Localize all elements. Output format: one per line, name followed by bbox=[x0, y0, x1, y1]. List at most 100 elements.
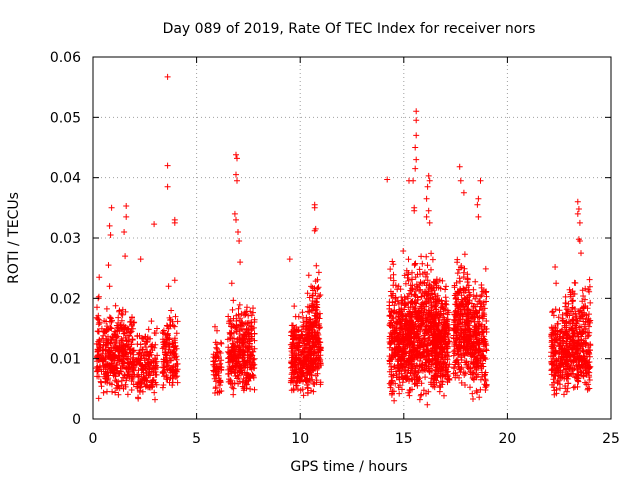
data-point-marker bbox=[295, 313, 302, 320]
data-point-marker bbox=[554, 380, 561, 387]
data-point-marker bbox=[570, 329, 577, 336]
data-point-marker bbox=[308, 326, 315, 333]
data-point-marker bbox=[306, 369, 312, 376]
data-point-marker bbox=[426, 177, 433, 184]
data-point-marker bbox=[401, 272, 408, 279]
data-point-marker bbox=[392, 298, 399, 305]
data-point-marker bbox=[96, 319, 103, 326]
data-point-marker bbox=[148, 318, 155, 325]
data-point-marker bbox=[480, 336, 487, 343]
x-tick-label: 20 bbox=[498, 431, 516, 447]
data-point-marker bbox=[468, 344, 475, 351]
data-point-marker bbox=[174, 318, 181, 325]
data-point-marker bbox=[110, 345, 117, 352]
data-point-marker bbox=[311, 204, 318, 211]
data-point-marker bbox=[470, 376, 477, 383]
data-point-marker bbox=[415, 316, 422, 323]
data-point-marker bbox=[391, 345, 398, 352]
data-point-marker bbox=[473, 387, 480, 394]
data-point-marker bbox=[121, 229, 128, 235]
data-point-marker bbox=[397, 322, 404, 328]
data-point-marker bbox=[586, 377, 593, 383]
data-point-marker bbox=[166, 344, 173, 351]
data-point-marker bbox=[481, 311, 488, 318]
data-point-marker bbox=[290, 332, 297, 339]
data-point-marker bbox=[163, 357, 170, 364]
data-point-marker bbox=[468, 353, 475, 360]
data-point-marker bbox=[226, 318, 233, 325]
data-point-marker bbox=[563, 311, 570, 318]
data-point-marker bbox=[435, 337, 442, 344]
data-point-marker bbox=[162, 331, 169, 338]
data-point-marker bbox=[389, 390, 395, 397]
y-axis-label: ROTI / TECUs bbox=[6, 192, 22, 284]
data-point-marker bbox=[295, 335, 302, 341]
data-point-marker bbox=[162, 349, 169, 356]
data-point-marker bbox=[397, 361, 404, 368]
data-point-marker bbox=[412, 309, 419, 316]
data-point-marker bbox=[154, 325, 160, 332]
data-point-marker bbox=[574, 377, 581, 384]
data-point-marker bbox=[391, 338, 397, 345]
data-point-marker bbox=[433, 321, 440, 328]
data-point-marker bbox=[568, 334, 575, 341]
data-point-marker bbox=[213, 349, 220, 356]
data-point-marker bbox=[230, 391, 237, 398]
data-point-marker bbox=[95, 328, 102, 335]
data-point-marker bbox=[575, 339, 581, 346]
data-point-marker bbox=[94, 373, 101, 380]
data-point-marker bbox=[169, 340, 176, 347]
data-point-marker bbox=[565, 307, 572, 314]
data-point-marker bbox=[163, 374, 170, 381]
data-point-marker bbox=[566, 286, 573, 293]
data-point-marker bbox=[232, 366, 239, 373]
data-point-marker bbox=[472, 332, 479, 339]
data-point-marker bbox=[429, 256, 436, 263]
data-point-marker bbox=[393, 310, 399, 317]
data-point-marker bbox=[414, 329, 421, 336]
data-point-marker bbox=[409, 282, 416, 289]
data-point-marker bbox=[308, 354, 315, 361]
data-point-marker bbox=[233, 171, 239, 178]
data-point-marker bbox=[304, 290, 311, 297]
data-point-marker bbox=[453, 279, 460, 286]
data-point-marker bbox=[127, 318, 134, 325]
data-point-marker bbox=[212, 323, 218, 330]
data-point-marker bbox=[107, 339, 114, 346]
data-point-marker bbox=[308, 387, 315, 394]
data-point-marker bbox=[463, 307, 470, 314]
data-point-marker bbox=[247, 386, 254, 392]
data-point-marker bbox=[432, 319, 439, 326]
y-tick-label: 0.02 bbox=[50, 291, 81, 307]
data-point-marker bbox=[308, 283, 315, 290]
data-point-marker bbox=[431, 331, 438, 338]
data-point-marker bbox=[105, 262, 112, 269]
data-point-marker bbox=[557, 342, 564, 349]
data-point-marker bbox=[394, 358, 401, 365]
data-point-marker bbox=[291, 374, 298, 381]
data-point-marker bbox=[169, 364, 176, 371]
data-point-marker bbox=[411, 262, 418, 269]
data-point-marker bbox=[172, 313, 179, 320]
data-point-marker bbox=[407, 321, 414, 328]
data-point-marker bbox=[458, 339, 465, 346]
data-point-marker bbox=[313, 336, 320, 343]
data-point-marker bbox=[563, 306, 570, 313]
data-point-marker bbox=[567, 320, 574, 327]
data-point-marker bbox=[169, 318, 176, 325]
data-point-marker bbox=[423, 340, 430, 347]
data-point-marker bbox=[127, 349, 134, 356]
data-point-marker bbox=[556, 307, 563, 314]
data-point-marker bbox=[386, 302, 393, 309]
data-point-marker bbox=[386, 358, 393, 365]
data-point-marker bbox=[137, 341, 144, 348]
data-point-marker bbox=[452, 301, 459, 308]
data-point-marker bbox=[141, 357, 148, 364]
data-point-marker bbox=[451, 365, 458, 372]
data-point-marker bbox=[444, 340, 451, 347]
data-point-marker bbox=[120, 385, 127, 392]
data-point-marker bbox=[294, 386, 301, 393]
data-point-marker bbox=[402, 326, 409, 333]
data-point-marker bbox=[236, 331, 243, 337]
